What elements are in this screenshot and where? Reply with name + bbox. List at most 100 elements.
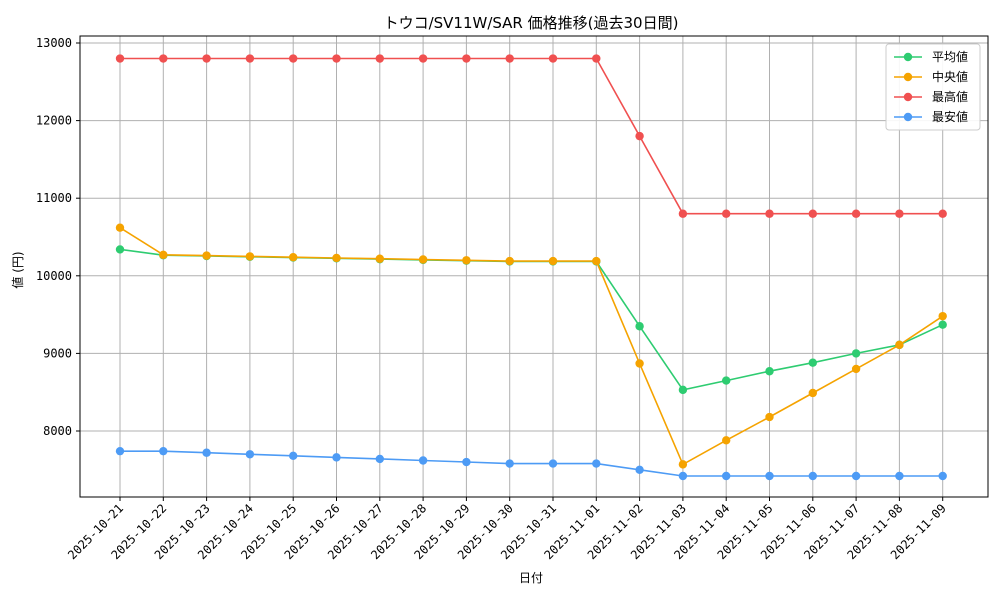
data-point [678,209,688,218]
y-tick-label: 12000 [36,114,72,128]
data-point [462,256,471,265]
data-point [202,54,211,63]
data-point [592,256,601,266]
series-line [120,57,943,215]
data-point [765,367,774,376]
data-point [202,448,211,457]
legend-item: 平均値 [894,49,968,64]
data-point [115,54,125,63]
legend-label: 平均値 [932,49,968,64]
legend-label: 中央値 [932,69,968,84]
data-point [765,412,774,422]
series-line [120,450,943,477]
y-tick-label: 11000 [36,191,72,205]
data-point [722,209,731,218]
data-point [851,209,861,218]
data-point [765,471,774,481]
chart-title: トウコ/SV11W/SAR 価格推移(過去30日間) [384,14,679,32]
legend-marker [903,72,913,82]
legend-box [885,43,981,131]
y-tick-label: 8000 [43,424,72,438]
x-axis-title: 日付 [519,571,543,585]
data-point [289,252,298,262]
data-point [678,460,688,469]
data-point [332,54,341,63]
data-point [722,471,731,481]
data-point [895,471,904,481]
data-point [115,446,125,456]
data-point [159,446,168,456]
data-point [548,459,558,468]
data-point [851,364,861,374]
data-point [548,54,558,63]
data-point [678,471,688,481]
data-point [765,209,774,218]
legend-item: 最高値 [894,89,968,104]
data-point [202,251,211,260]
data-point [115,223,125,232]
grid-lines [80,36,988,497]
y-tick-label: 10000 [36,269,72,283]
data-point [635,322,644,331]
data-point [289,54,298,63]
data-point [159,250,168,260]
data-point [375,454,384,464]
data-point [505,256,514,266]
legend-marker [903,92,913,102]
data-point [245,54,255,63]
data-point [245,252,255,261]
legend-item: 中央値 [894,69,968,84]
legend-marker [903,112,913,122]
data-point [851,349,861,358]
data-point [332,453,341,462]
data-point [895,340,904,350]
data-point [245,450,255,459]
data-point [418,255,428,264]
data-point [722,436,731,445]
data-point [332,253,341,263]
data-point [418,54,428,63]
data-point [635,131,644,141]
legend-marker [903,52,913,62]
data-point [678,385,688,395]
data-point [938,471,947,481]
legend-label: 最高値 [932,89,968,104]
data-point [115,245,125,254]
data-point [505,54,514,63]
data-point [289,451,298,461]
data-point [375,254,384,263]
data-point [938,320,947,329]
series-3 [115,54,947,218]
data-point [505,459,514,468]
data-point [159,54,168,63]
data-point [592,54,601,63]
data-point [418,456,428,465]
data-point [592,459,601,468]
series-4 [115,446,947,481]
data-point [548,256,558,266]
data-point [722,376,731,385]
series-line [119,227,944,466]
data-point [938,209,947,218]
data-point [462,54,471,63]
data-point [895,209,904,218]
series-2 [115,223,947,469]
series-layer [115,54,947,481]
data-point [808,471,817,481]
y-tick-label: 13000 [36,36,72,50]
data-point [375,54,384,63]
data-point [635,465,644,474]
data-point [808,388,817,398]
data-point [808,358,817,367]
y-axis-title: 値 (円) [10,251,25,288]
y-tick-label: 9000 [43,346,72,360]
legend-label: 最安値 [932,109,968,124]
data-point [635,359,644,368]
data-point [808,209,817,218]
plot-frame [79,35,989,498]
legend-item: 最安値 [894,109,968,124]
